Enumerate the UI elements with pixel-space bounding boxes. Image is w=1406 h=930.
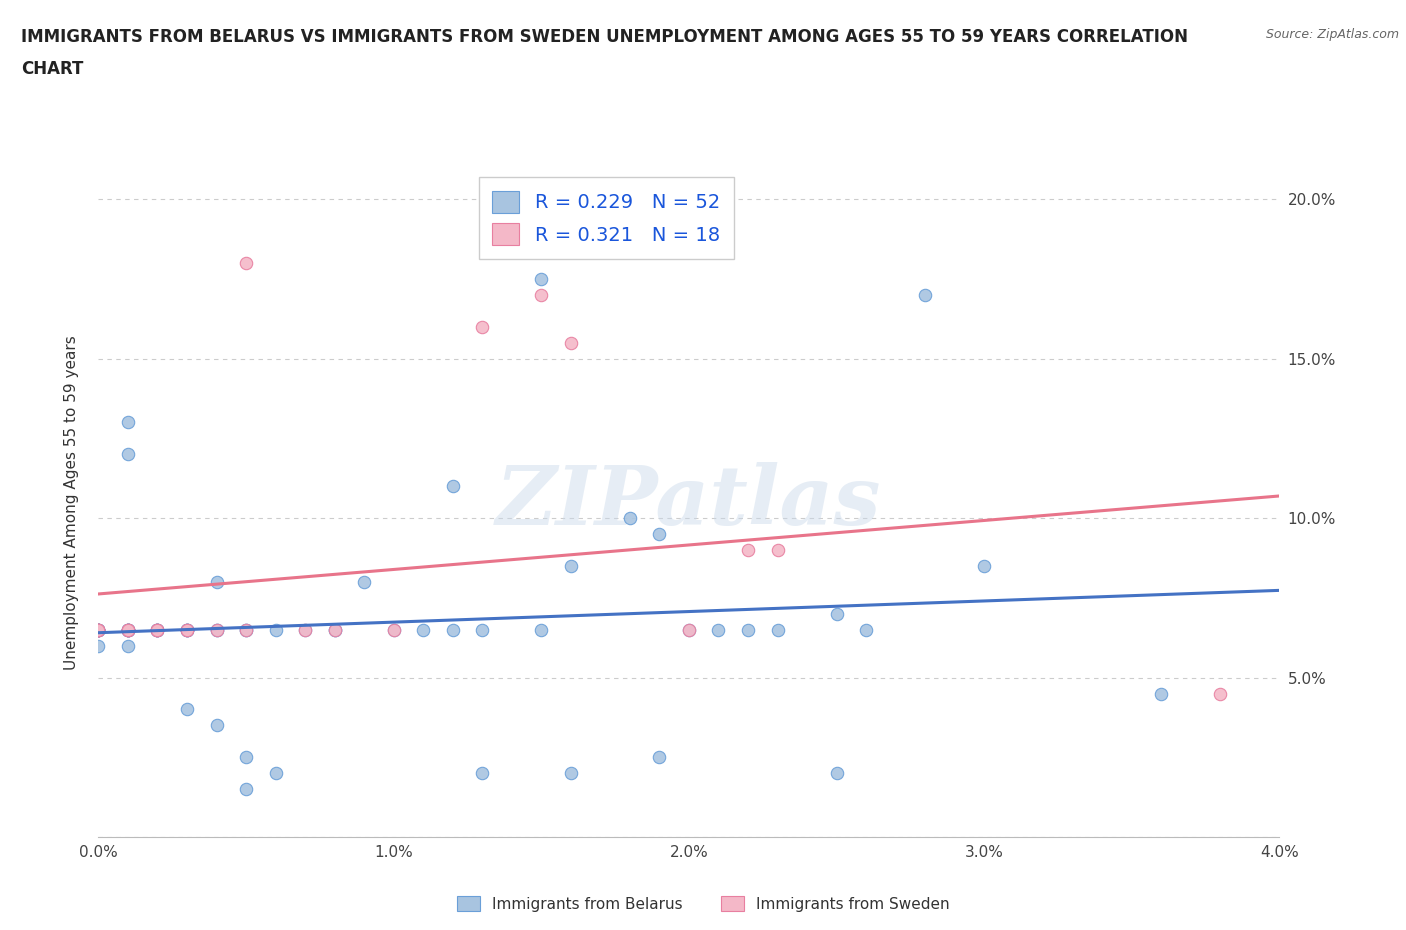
Point bbox=[353, 575, 375, 590]
Point bbox=[176, 622, 198, 637]
Point bbox=[146, 622, 169, 637]
Point bbox=[117, 447, 139, 462]
Point bbox=[471, 765, 494, 780]
Point bbox=[441, 479, 464, 494]
Point bbox=[648, 750, 671, 764]
Point bbox=[235, 622, 257, 637]
Point bbox=[235, 782, 257, 797]
Point bbox=[87, 638, 110, 653]
Point bbox=[1209, 686, 1232, 701]
Point bbox=[87, 622, 110, 637]
Point bbox=[441, 622, 464, 637]
Y-axis label: Unemployment Among Ages 55 to 59 years: Unemployment Among Ages 55 to 59 years bbox=[65, 335, 79, 670]
Point bbox=[87, 622, 110, 637]
Point bbox=[382, 622, 405, 637]
Point bbox=[176, 622, 198, 637]
Point bbox=[87, 622, 110, 637]
Point bbox=[560, 336, 582, 351]
Point bbox=[176, 622, 198, 637]
Point bbox=[87, 622, 110, 637]
Point bbox=[117, 622, 139, 637]
Legend: R = 0.229   N = 52, R = 0.321   N = 18: R = 0.229 N = 52, R = 0.321 N = 18 bbox=[478, 177, 734, 259]
Point bbox=[1150, 686, 1173, 701]
Point bbox=[87, 622, 110, 637]
Point bbox=[323, 622, 346, 637]
Point bbox=[87, 622, 110, 637]
Point bbox=[176, 702, 198, 717]
Point bbox=[530, 622, 553, 637]
Point bbox=[87, 622, 110, 637]
Point bbox=[914, 287, 936, 302]
Point bbox=[619, 511, 641, 525]
Point bbox=[235, 622, 257, 637]
Text: ZIPatlas: ZIPatlas bbox=[496, 462, 882, 542]
Point bbox=[235, 256, 257, 271]
Point bbox=[648, 526, 671, 541]
Point bbox=[117, 622, 139, 637]
Point bbox=[264, 622, 287, 637]
Point bbox=[87, 622, 110, 637]
Point bbox=[264, 765, 287, 780]
Point bbox=[87, 622, 110, 637]
Point bbox=[117, 622, 139, 637]
Point bbox=[146, 622, 169, 637]
Point bbox=[973, 559, 995, 574]
Point bbox=[530, 272, 553, 286]
Point bbox=[471, 319, 494, 334]
Point bbox=[294, 622, 316, 637]
Point bbox=[176, 622, 198, 637]
Point bbox=[205, 622, 228, 637]
Point bbox=[146, 622, 169, 637]
Point bbox=[855, 622, 877, 637]
Point bbox=[766, 542, 789, 557]
Point bbox=[146, 622, 169, 637]
Point bbox=[766, 622, 789, 637]
Point bbox=[294, 622, 316, 637]
Point bbox=[235, 750, 257, 764]
Point bbox=[117, 415, 139, 430]
Point bbox=[146, 622, 169, 637]
Point bbox=[87, 622, 110, 637]
Point bbox=[235, 622, 257, 637]
Point bbox=[176, 622, 198, 637]
Point bbox=[117, 622, 139, 637]
Point bbox=[87, 622, 110, 637]
Point bbox=[205, 622, 228, 637]
Point bbox=[146, 622, 169, 637]
Point bbox=[117, 638, 139, 653]
Point bbox=[117, 622, 139, 637]
Point bbox=[146, 622, 169, 637]
Point bbox=[382, 622, 405, 637]
Point bbox=[323, 622, 346, 637]
Point bbox=[825, 606, 848, 621]
Text: CHART: CHART bbox=[21, 60, 83, 78]
Point bbox=[412, 622, 434, 637]
Text: IMMIGRANTS FROM BELARUS VS IMMIGRANTS FROM SWEDEN UNEMPLOYMENT AMONG AGES 55 TO : IMMIGRANTS FROM BELARUS VS IMMIGRANTS FR… bbox=[21, 28, 1188, 46]
Point bbox=[737, 622, 759, 637]
Point bbox=[117, 622, 139, 637]
Point bbox=[117, 622, 139, 637]
Point bbox=[678, 622, 700, 637]
Point bbox=[707, 622, 730, 637]
Point bbox=[205, 622, 228, 637]
Point bbox=[471, 622, 494, 637]
Point bbox=[87, 622, 110, 637]
Point bbox=[530, 287, 553, 302]
Point bbox=[117, 622, 139, 637]
Point bbox=[323, 622, 346, 637]
Point bbox=[205, 575, 228, 590]
Point bbox=[678, 622, 700, 637]
Point bbox=[176, 622, 198, 637]
Point bbox=[560, 559, 582, 574]
Point bbox=[146, 622, 169, 637]
Point bbox=[825, 765, 848, 780]
Point bbox=[117, 622, 139, 637]
Point bbox=[205, 718, 228, 733]
Point bbox=[560, 765, 582, 780]
Text: Source: ZipAtlas.com: Source: ZipAtlas.com bbox=[1265, 28, 1399, 41]
Legend: Immigrants from Belarus, Immigrants from Sweden: Immigrants from Belarus, Immigrants from… bbox=[450, 889, 956, 918]
Point bbox=[737, 542, 759, 557]
